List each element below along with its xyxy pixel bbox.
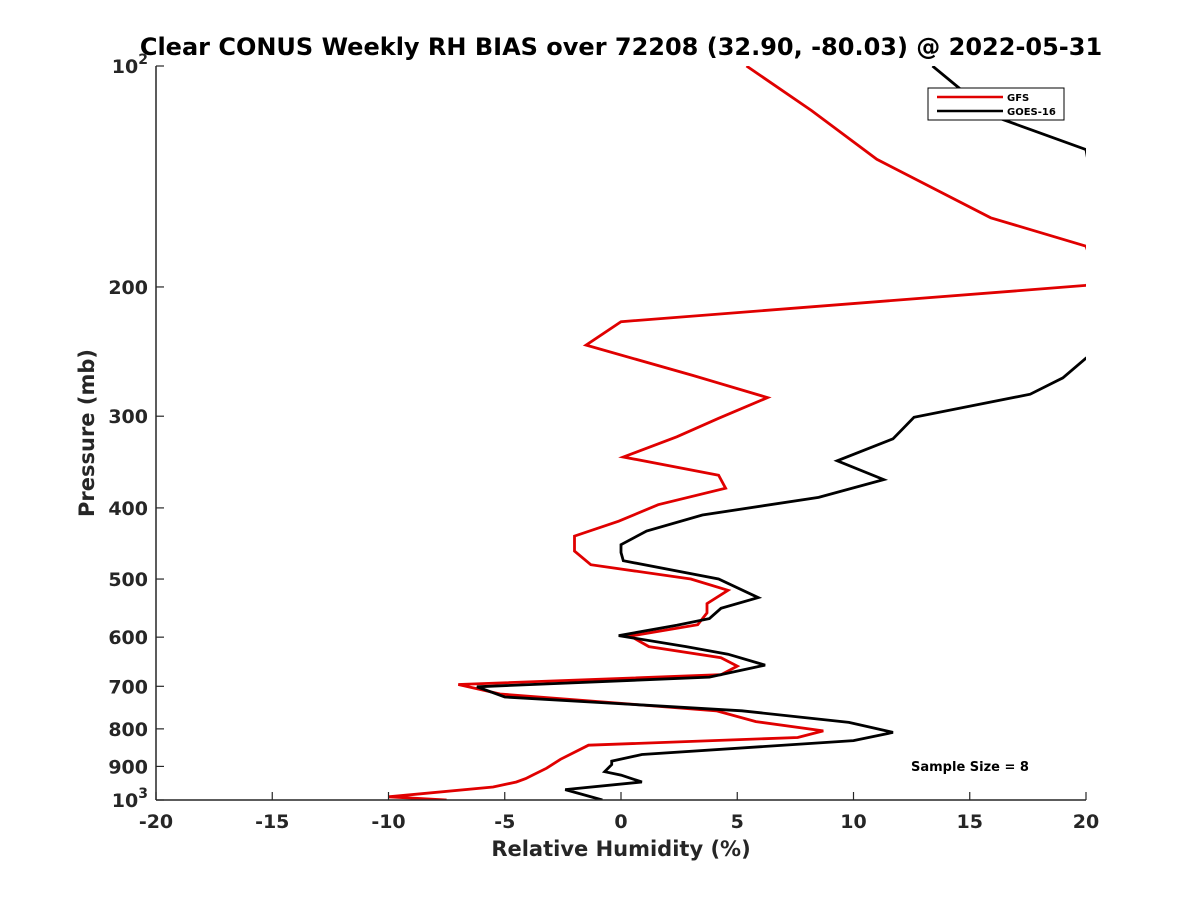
y-tick-label: 200 xyxy=(108,277,148,299)
x-tick-label: 15 xyxy=(957,811,983,833)
y-tick-label: 400 xyxy=(108,498,148,520)
y-tick-label: 800 xyxy=(108,719,148,741)
x-axis-ticks: -20 -15 -10 -5 0 5 10 15 20 xyxy=(139,792,1099,833)
legend: GFS GOES-16 xyxy=(927,87,1065,121)
y-axis-ticks: 102 200 300 400 500 600 700 800 900 103 xyxy=(108,52,164,812)
x-tick-label: -10 xyxy=(371,811,405,833)
series-line-goes-16 xyxy=(476,66,1086,800)
x-tick-label: -20 xyxy=(139,811,173,833)
legend-label-gfs: GFS xyxy=(1007,93,1029,104)
y-tick-label: 600 xyxy=(108,627,148,649)
chart-title: Clear CONUS Weekly RH BIAS over 72208 (3… xyxy=(140,33,1102,61)
x-tick-label: 0 xyxy=(614,811,627,833)
x-tick-label: -15 xyxy=(255,811,289,833)
x-tick-label: 10 xyxy=(840,811,866,833)
y-tick-label: 102 xyxy=(112,52,148,78)
series-layer xyxy=(388,66,1086,800)
legend-box xyxy=(927,87,1065,121)
y-tick-label: 103 xyxy=(112,786,148,812)
x-tick-label: 20 xyxy=(1073,811,1099,833)
legend-label-goes16: GOES-16 xyxy=(1007,107,1056,118)
y-tick-label: 900 xyxy=(108,756,148,778)
x-tick-label: 5 xyxy=(731,811,744,833)
y-tick-label: 300 xyxy=(108,406,148,428)
x-tick-label: -5 xyxy=(494,811,515,833)
series-line-gfs xyxy=(388,66,1086,800)
y-axis-label: Pressure (mb) xyxy=(75,349,99,517)
y-tick-label: 500 xyxy=(108,569,148,591)
y-tick-label: 700 xyxy=(108,676,148,698)
x-axis-label: Relative Humidity (%) xyxy=(491,837,750,861)
sample-size-annotation: Sample Size = 8 xyxy=(911,760,1029,775)
